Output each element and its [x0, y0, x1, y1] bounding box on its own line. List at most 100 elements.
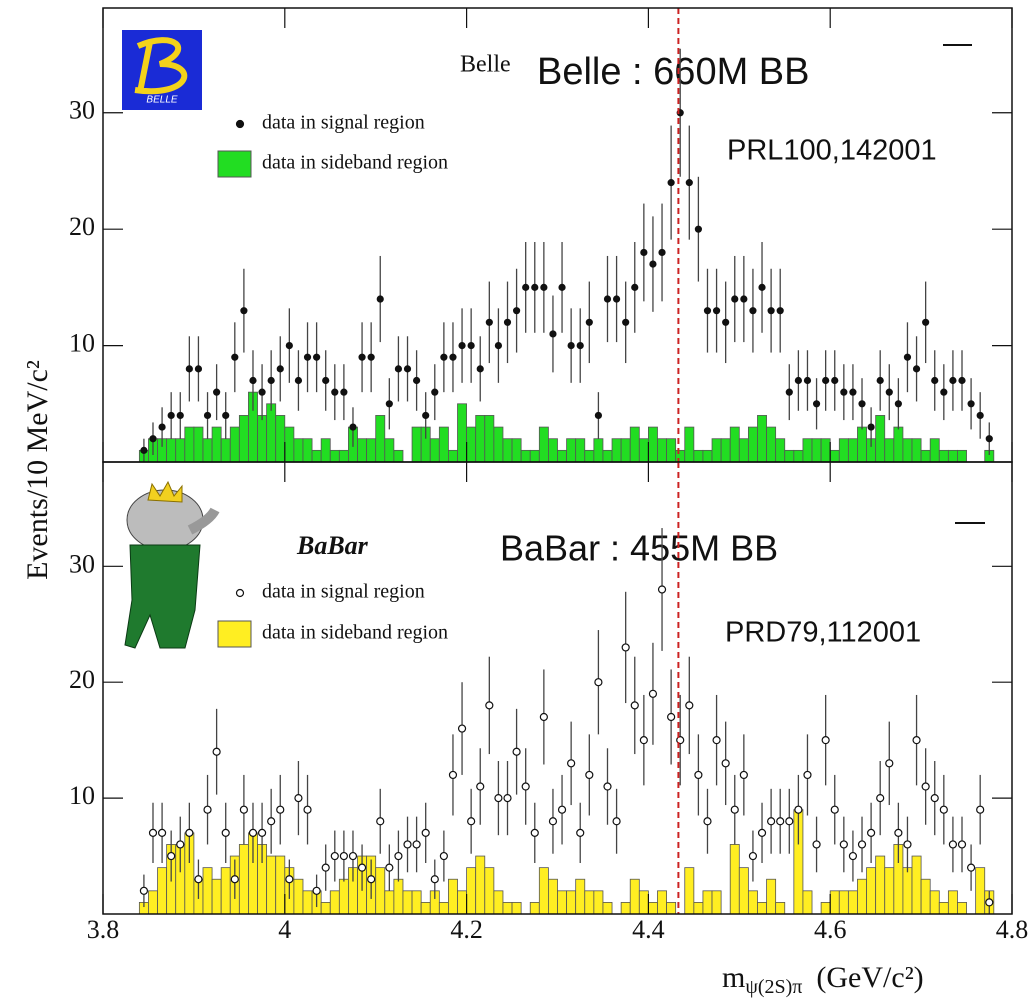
x-label-main: m — [722, 961, 745, 994]
data-point — [876, 794, 885, 803]
data-point — [658, 248, 666, 257]
data-point — [576, 828, 585, 837]
histogram-bar — [775, 438, 786, 463]
histogram-bar — [184, 426, 195, 463]
data-point — [594, 678, 603, 687]
data-point — [158, 423, 166, 431]
data-point — [976, 805, 985, 814]
histogram-bar — [466, 426, 477, 463]
histogram-bar — [384, 890, 395, 915]
data-point — [512, 307, 521, 315]
data-point — [985, 435, 993, 443]
data-point — [258, 388, 266, 396]
data-point — [267, 817, 276, 826]
histogram-bar — [620, 438, 631, 463]
histogram-bar — [875, 855, 886, 915]
histogram-bar — [902, 438, 913, 463]
data-point — [167, 411, 175, 420]
histogram-bar — [720, 438, 731, 463]
histogram-bar — [557, 890, 567, 915]
data-point — [839, 840, 848, 849]
data-point — [176, 840, 185, 849]
data-point — [631, 283, 639, 291]
data-point — [522, 283, 530, 291]
data-point — [912, 365, 921, 373]
data-point — [940, 388, 948, 396]
histogram-bar — [429, 438, 440, 463]
histogram-bar — [520, 449, 531, 463]
histogram-bar — [384, 438, 395, 463]
data-point — [394, 365, 403, 373]
data-point — [276, 805, 285, 814]
histogram-bar — [475, 415, 486, 463]
data-point — [458, 341, 466, 350]
legend-label: data in signal region — [262, 581, 425, 603]
histogram-bar — [584, 449, 595, 463]
data-point — [649, 260, 657, 268]
histogram-bar — [702, 890, 713, 915]
annotation: PRD79,112001 — [725, 617, 921, 649]
data-point — [276, 365, 284, 373]
histogram-bar — [484, 867, 495, 915]
histogram-bar — [484, 415, 495, 463]
data-point — [885, 759, 894, 768]
histogram-bar — [620, 902, 631, 915]
data-point — [248, 828, 258, 837]
data-point — [185, 828, 194, 837]
histogram-bar — [566, 438, 577, 463]
histogram-bar — [711, 438, 722, 463]
x-tick-label: 4.2 — [450, 915, 483, 944]
legend-label: data in sideband region — [262, 152, 448, 174]
data-point — [476, 782, 485, 791]
data-point — [294, 376, 303, 385]
detector-label: BaBar — [296, 531, 369, 560]
histogram-bar — [293, 438, 304, 463]
data-point — [540, 283, 548, 291]
histogram-bar — [638, 890, 649, 915]
data-point — [885, 388, 893, 396]
histogram-bar — [702, 449, 713, 463]
histogram-bar — [711, 890, 722, 915]
histogram-bar — [275, 855, 286, 915]
histogram-bar — [493, 426, 504, 463]
data-point — [322, 376, 330, 385]
data-point — [321, 863, 330, 872]
histogram-bar — [757, 902, 767, 915]
data-point — [812, 400, 821, 408]
data-point — [367, 353, 375, 361]
data-point — [567, 759, 576, 768]
data-point — [303, 805, 312, 814]
histogram-bar — [975, 867, 986, 915]
data-point — [340, 388, 348, 396]
histogram-bar — [893, 426, 904, 463]
data-point — [912, 736, 921, 745]
data-point — [849, 388, 857, 396]
data-point — [348, 851, 358, 861]
data-point — [830, 805, 839, 814]
data-point — [612, 817, 621, 826]
histogram-bar — [211, 426, 222, 463]
annotation: Belle : 660M BB — [537, 51, 809, 93]
histogram-bar — [502, 902, 513, 915]
histogram-bar — [638, 438, 649, 463]
data-point — [221, 828, 230, 837]
data-point — [722, 318, 730, 326]
data-point — [376, 295, 384, 303]
data-point — [967, 400, 975, 408]
histogram-bar — [575, 438, 586, 463]
data-point — [367, 875, 376, 884]
data-point — [294, 794, 303, 803]
x-tick-label: 4 — [278, 915, 291, 944]
histogram-bar — [902, 867, 913, 915]
data-point — [222, 411, 230, 420]
data-point — [203, 411, 212, 420]
histogram-bar — [938, 449, 949, 463]
histogram-bar — [457, 403, 468, 463]
data-point — [667, 179, 675, 187]
data-point — [703, 817, 712, 826]
histogram-bar — [757, 415, 767, 463]
data-point — [422, 411, 430, 420]
x-tick-label: 4.8 — [996, 915, 1029, 944]
histogram-bar — [693, 449, 704, 463]
x-tick-label: 4.4 — [632, 915, 665, 944]
